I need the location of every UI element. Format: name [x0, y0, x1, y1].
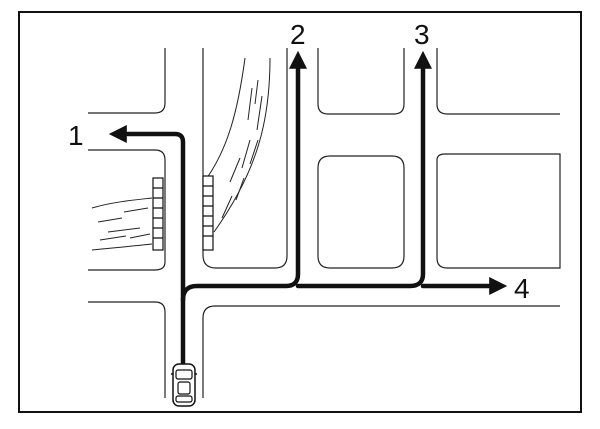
block-bottom-right [202, 305, 560, 398]
route-paths [108, 50, 508, 375]
route-3-path [295, 50, 432, 289]
block-top-mid [317, 48, 405, 115]
block-bottom-left [88, 301, 166, 398]
route-2-label: 2 [290, 19, 306, 50]
city-blocks [88, 48, 561, 398]
bridge-right [202, 175, 214, 251]
route-1-path [108, 125, 186, 375]
route-4-label: 4 [514, 273, 530, 304]
block-top-left [88, 48, 166, 114]
block-top-right [436, 48, 560, 115]
bridge-markings [152, 175, 214, 251]
block-right [436, 153, 561, 269]
car-icon [171, 363, 197, 407]
route-1-label: 1 [68, 120, 84, 151]
block-left [88, 149, 166, 271]
block-top-mid-left [202, 48, 288, 269]
route-3-label: 3 [414, 19, 430, 50]
bridge-left [152, 177, 164, 251]
block-middle [317, 155, 405, 269]
water-channels [91, 57, 271, 251]
route-2-path [180, 50, 307, 303]
